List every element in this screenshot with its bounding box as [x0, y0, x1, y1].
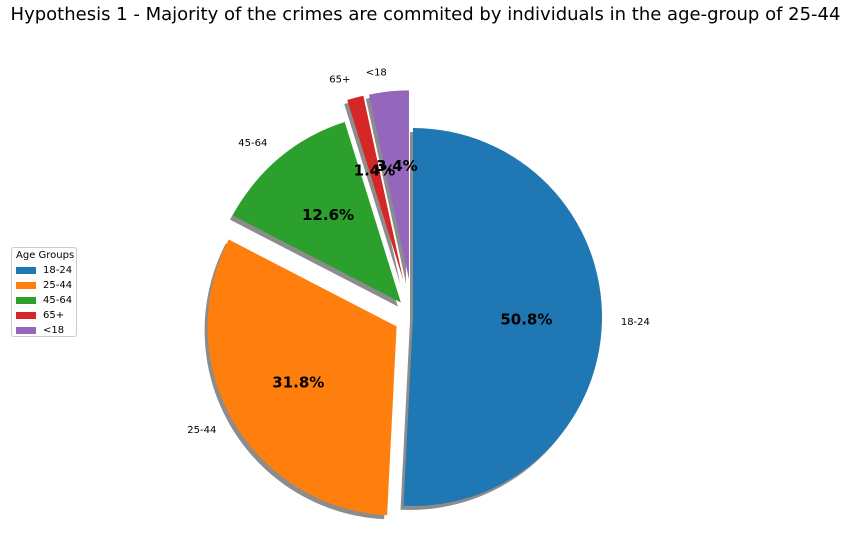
legend-swatch: [16, 282, 36, 289]
legend-swatch: [16, 297, 36, 304]
legend-label: <18: [43, 325, 65, 336]
legend-swatch: [16, 267, 36, 274]
slice-label-45-64: 45-64: [238, 138, 267, 149]
pct-label-under-18: 3.4%: [376, 157, 418, 175]
slice-label-25-44: 25-44: [187, 425, 216, 436]
pie-slice-18-24: [403, 128, 603, 506]
wedge-shadow-65-plus: [344, 99, 401, 285]
slice-label-18-24: 18-24: [621, 317, 650, 328]
pct-label-45-64: 12.6%: [302, 206, 354, 224]
legend-title: Age Groups: [16, 250, 75, 261]
legend-swatch: [16, 312, 36, 319]
legend-label: 25-44: [43, 280, 73, 291]
pie-slice-65-plus: [347, 95, 404, 281]
legend-label: 65+: [43, 310, 65, 321]
legend-item-45-64: 45-64: [16, 293, 72, 308]
legend-item-under-18: <18: [16, 323, 72, 338]
pct-label-25-44: 31.8%: [272, 373, 324, 391]
legend-item-65-plus: 65+: [16, 308, 72, 323]
pie-slice-25-44: [207, 239, 397, 516]
chart-title: Hypothesis 1 - Majority of the crimes ar…: [10, 4, 841, 25]
legend: Age Groups 18-24 25-44 45-64 65+ <18: [11, 247, 77, 337]
pct-label-65-plus: 1.4%: [354, 161, 396, 179]
legend-item-18-24: 18-24: [16, 263, 72, 278]
legend-swatch: [16, 327, 36, 334]
pie-slice-45-64: [233, 122, 401, 303]
legend-label: 45-64: [43, 295, 73, 306]
legend-label: 18-24: [43, 265, 73, 276]
slice-label-65-plus: 65+: [329, 74, 350, 85]
pie-slice-under-18: [368, 90, 409, 280]
slice-label-under-18: <18: [366, 68, 387, 79]
legend-item-25-44: 25-44: [16, 278, 72, 293]
pct-label-18-24: 50.8%: [500, 310, 552, 328]
